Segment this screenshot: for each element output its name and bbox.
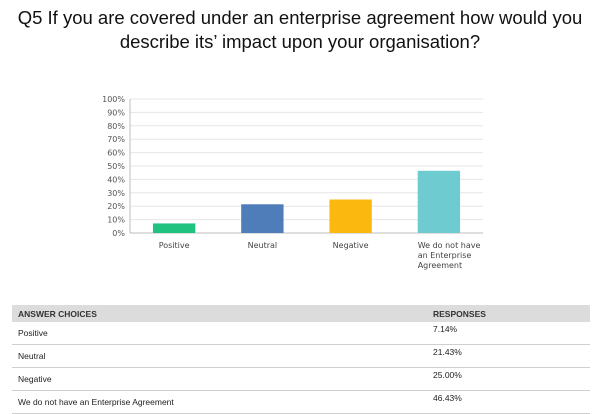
header-responses: RESPONSES bbox=[433, 309, 486, 319]
y-tick-label: 50% bbox=[107, 162, 125, 171]
table-header: ANSWER CHOICES RESPONSES bbox=[12, 305, 590, 322]
response-value: 46.43% bbox=[433, 393, 462, 403]
response-value: 21.43% bbox=[433, 347, 462, 357]
x-category-label: Neutral bbox=[248, 241, 278, 250]
y-tick-label: 60% bbox=[107, 149, 125, 158]
response-value: 7.14% bbox=[433, 324, 458, 334]
bar-negative bbox=[329, 199, 372, 233]
header-answer-choices: ANSWER CHOICES bbox=[18, 309, 97, 319]
y-tick-label: 90% bbox=[107, 108, 125, 117]
table-row: We do not have an Enterprise Agreement 4… bbox=[12, 391, 590, 414]
y-tick-label: 10% bbox=[107, 216, 125, 225]
chart-title: Q5 If you are covered under an enterpris… bbox=[17, 7, 583, 52]
bar-chart: 0% 10% 20% 30% 40% 50% 60% 70% 80% 90% 100% Positiv… bbox=[102, 95, 483, 270]
y-tick-label: 40% bbox=[107, 175, 125, 184]
answer-choice: Positive bbox=[18, 328, 48, 338]
answer-choice: Neutral bbox=[18, 351, 46, 361]
y-tick-label: 30% bbox=[107, 189, 125, 198]
bar-we-do-not-have-an-enterprise-agreement bbox=[417, 170, 461, 233]
response-value: 25.00% bbox=[433, 370, 462, 380]
table-row: Neutral 21.43% bbox=[12, 345, 590, 368]
x-category-label: We do not have an Enterprise Agreement bbox=[418, 241, 481, 270]
answer-choice: Negative bbox=[18, 374, 52, 384]
y-tick-label: 20% bbox=[107, 202, 125, 211]
bar-positive bbox=[152, 223, 196, 233]
bar-neutral bbox=[241, 204, 284, 233]
answer-choice: We do not have an Enterprise Agreement bbox=[18, 397, 174, 407]
answer-table: ANSWER CHOICES RESPONSES Positive 7.14% … bbox=[12, 305, 590, 414]
x-category-label: Negative bbox=[333, 241, 369, 250]
table-row: Positive 7.14% bbox=[12, 322, 590, 345]
y-tick-label: 100% bbox=[102, 95, 125, 104]
table-row: Negative 25.00% bbox=[12, 368, 590, 391]
x-category-label: Positive bbox=[159, 241, 190, 250]
y-tick-label: 70% bbox=[107, 135, 125, 144]
y-tick-label: 80% bbox=[107, 122, 125, 131]
y-tick-label: 0% bbox=[112, 229, 125, 238]
